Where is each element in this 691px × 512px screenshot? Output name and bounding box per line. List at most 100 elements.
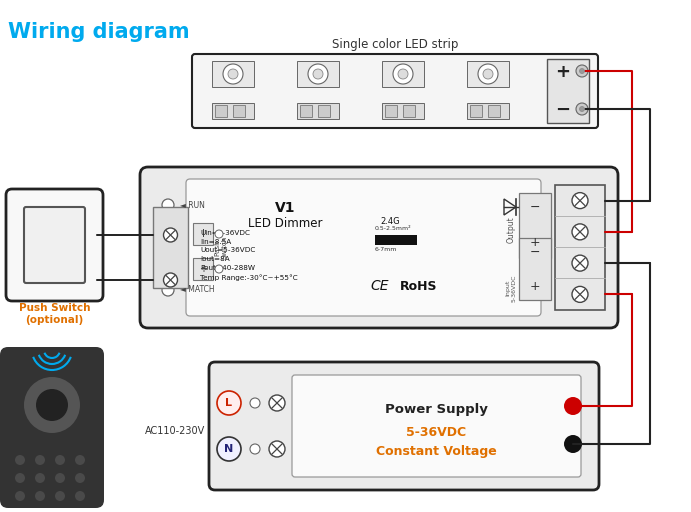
Bar [519,238,551,300]
Text: N: N [225,444,234,454]
Text: RoHS: RoHS [400,280,437,292]
Bar [470,105,482,117]
Text: Wiring diagram: Wiring diagram [8,22,189,42]
Bar [519,193,551,258]
Text: V1: V1 [275,201,295,215]
Text: 6-7mm: 6-7mm [375,247,397,252]
Circle shape [164,228,178,242]
FancyBboxPatch shape [209,362,599,490]
Circle shape [35,491,45,501]
Circle shape [162,199,174,211]
Circle shape [308,64,328,84]
Circle shape [580,106,585,112]
FancyBboxPatch shape [192,54,598,128]
Text: 2.4G: 2.4G [380,217,399,226]
Circle shape [217,437,241,461]
Text: +: + [530,280,540,292]
Text: Uin=5-36VDC
Iin=8.5A
Uout=5-36VDC
Iout=8A
Pout=40-288W
Temp Range:-30°C~+55°C: Uin=5-36VDC Iin=8.5A Uout=5-36VDC Iout=8… [200,230,298,281]
Bar [403,105,415,117]
Text: Output: Output [507,217,515,244]
Bar [547,59,589,123]
Circle shape [393,64,413,84]
Text: 0.5-2.5mm²: 0.5-2.5mm² [375,226,412,231]
Circle shape [164,273,178,287]
Circle shape [223,64,243,84]
Circle shape [35,473,45,483]
Text: Single color LED strip: Single color LED strip [332,38,458,51]
FancyBboxPatch shape [0,347,104,508]
Bar [193,258,213,280]
Text: +: + [555,63,570,81]
Circle shape [269,441,285,457]
Bar [212,103,254,119]
Circle shape [564,435,582,453]
Circle shape [572,193,588,208]
Text: Push Switch
(optional): Push Switch (optional) [19,303,91,325]
Circle shape [564,397,582,415]
Text: LED Dimmer: LED Dimmer [248,217,322,230]
Circle shape [75,473,85,483]
Bar [382,61,424,87]
Text: I: I [202,229,205,239]
Circle shape [35,455,45,465]
Circle shape [36,389,68,421]
Bar [215,105,227,117]
Bar [467,61,509,87]
Bar [385,105,397,117]
Text: Input
5-36VDC: Input 5-36VDC [506,274,516,302]
Text: Push
Switch: Push Switch [214,236,227,259]
Bar [467,103,509,119]
Circle shape [55,473,65,483]
Circle shape [478,64,498,84]
Circle shape [55,455,65,465]
Circle shape [269,395,285,411]
Bar [233,105,245,117]
Text: −: − [555,101,570,119]
Circle shape [215,230,223,238]
Bar [153,207,188,288]
Circle shape [15,473,25,483]
Text: −: − [530,245,540,259]
Text: Constant Voltage: Constant Voltage [376,445,497,459]
Bar [212,61,254,87]
FancyBboxPatch shape [140,167,618,328]
Circle shape [250,444,260,454]
FancyBboxPatch shape [186,179,541,316]
Text: +: + [530,237,540,249]
Circle shape [228,69,238,79]
Bar [297,61,339,87]
Circle shape [55,491,65,501]
Text: L: L [225,398,232,408]
Circle shape [576,103,588,115]
Bar [318,105,330,117]
Text: −: − [530,201,540,214]
Circle shape [75,455,85,465]
Circle shape [572,286,588,303]
Circle shape [580,69,585,74]
Circle shape [572,224,588,240]
Text: ◄ MATCH: ◄ MATCH [180,286,215,294]
Bar [382,103,424,119]
Text: 5-36VDC: 5-36VDC [406,425,466,438]
Text: CE: CE [370,279,388,293]
Circle shape [15,491,25,501]
Circle shape [162,284,174,296]
Circle shape [313,69,323,79]
FancyBboxPatch shape [6,189,103,301]
FancyBboxPatch shape [292,375,581,477]
Circle shape [398,69,408,79]
Text: AC110-230V: AC110-230V [144,426,205,436]
Bar [488,105,500,117]
Text: Power Supply: Power Supply [385,403,488,416]
Circle shape [215,265,223,273]
Bar [375,235,417,245]
Bar [193,223,213,245]
Circle shape [250,398,260,408]
Circle shape [576,65,588,77]
Circle shape [483,69,493,79]
Text: ◄ RUN: ◄ RUN [180,201,205,209]
Text: +: + [199,264,207,274]
Bar [297,103,339,119]
Circle shape [15,455,25,465]
FancyBboxPatch shape [24,207,85,283]
